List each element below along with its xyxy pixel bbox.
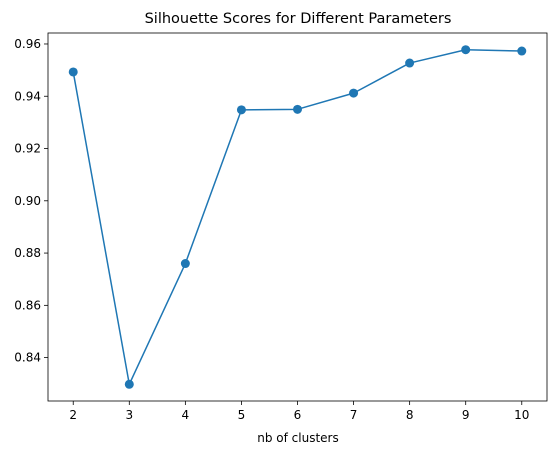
x-tick-label: 10	[514, 408, 529, 422]
x-tick-label: 4	[182, 408, 190, 422]
x-tick-label: 7	[350, 408, 358, 422]
y-tick-label: 0.84	[14, 351, 41, 365]
y-tick-label: 0.94	[14, 89, 41, 103]
data-point	[125, 380, 134, 389]
plot-area: 2 3 4 5 6 7 8 9 10 0.84 0.86 0.88 0.90 0.92 0.94 0.96	[14, 33, 547, 422]
data-point	[405, 59, 414, 68]
data-point	[517, 47, 526, 56]
data-point	[69, 67, 78, 76]
data-point	[349, 89, 358, 98]
y-tick-label: 0.88	[14, 246, 41, 260]
x-axis-label: nb of clusters	[257, 431, 338, 445]
x-tick-label: 8	[406, 408, 414, 422]
chart-title: Silhouette Scores for Different Paramete…	[145, 11, 452, 27]
y-tick-label: 0.96	[14, 37, 41, 51]
x-tick-label: 9	[462, 408, 470, 422]
data-point	[461, 45, 470, 54]
x-tick-label: 2	[69, 408, 77, 422]
x-tick-label: 5	[238, 408, 246, 422]
y-tick-label: 0.92	[14, 142, 41, 156]
data-point	[237, 105, 246, 114]
y-tick-label: 0.86	[14, 298, 41, 312]
data-point	[293, 105, 302, 114]
data-point	[181, 259, 190, 268]
y-tick-label: 0.90	[14, 194, 41, 208]
x-tick-label: 3	[125, 408, 133, 422]
series-line	[73, 50, 522, 385]
x-tick-label: 6	[294, 408, 302, 422]
